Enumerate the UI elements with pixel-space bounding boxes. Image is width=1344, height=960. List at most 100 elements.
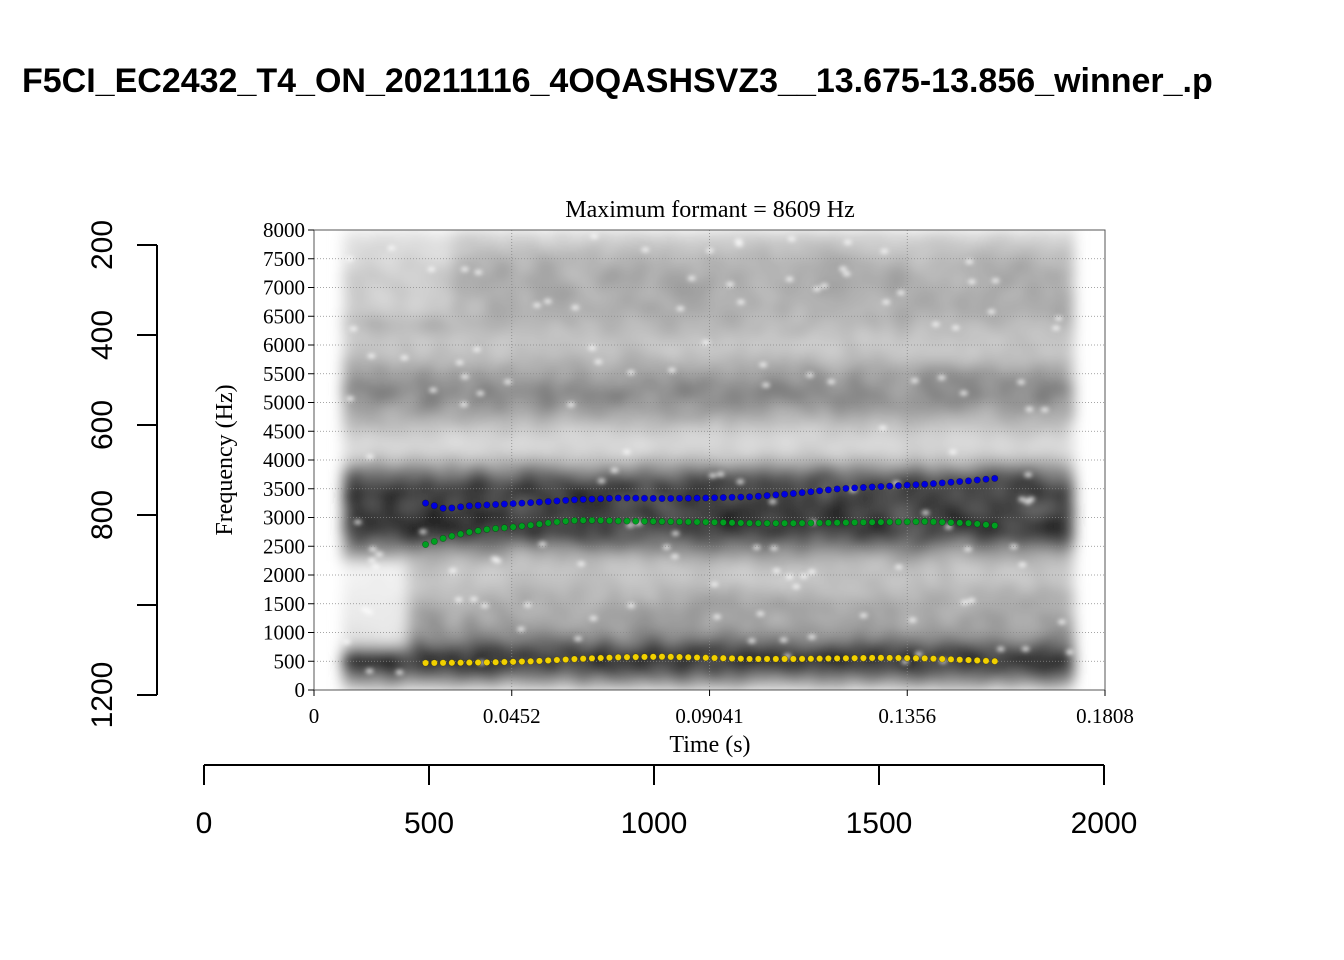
- outer-y-tick-label: 1200: [86, 662, 119, 729]
- formant-point: [912, 654, 920, 662]
- y-axis-label: Frequency (Hz): [212, 384, 238, 535]
- formant-point: [781, 655, 789, 663]
- formant-point: [492, 524, 500, 532]
- formant-point: [728, 654, 736, 662]
- formant-point: [439, 534, 447, 542]
- outer-x-tick-label: 1500: [846, 807, 913, 840]
- formant-point: [789, 489, 797, 497]
- formant-point: [448, 659, 456, 667]
- formant-point: [737, 655, 745, 663]
- formant-point: [929, 518, 937, 526]
- formant-point: [492, 500, 500, 508]
- x-tick-label: 0.0452: [483, 704, 541, 728]
- formant-point: [518, 499, 526, 507]
- formant-point: [570, 517, 578, 525]
- formant-point: [956, 478, 964, 486]
- formant-point: [763, 492, 771, 500]
- formant-point: [763, 519, 771, 527]
- y-tick-label: 3000: [263, 506, 305, 530]
- formant-point: [483, 658, 491, 666]
- y-tick-label: 1000: [263, 621, 305, 645]
- formant-point: [562, 656, 570, 664]
- formant-point: [973, 520, 981, 528]
- formant-point: [553, 518, 561, 526]
- formant-point: [859, 654, 867, 662]
- formant-point: [947, 518, 955, 526]
- formant-point: [527, 521, 535, 529]
- formant-point: [842, 484, 850, 492]
- series-F2: [422, 516, 999, 549]
- formant-point: [544, 656, 552, 664]
- y-tick-label: 500: [274, 649, 306, 673]
- formant-point: [457, 503, 465, 511]
- y-tick-label: 8000: [263, 218, 305, 242]
- formant-point: [859, 518, 867, 526]
- formant-point: [964, 519, 972, 527]
- formant-point: [640, 653, 648, 661]
- outer-y-tick-label: 200: [86, 220, 119, 270]
- series-F3: [422, 474, 999, 512]
- formant-point: [623, 517, 631, 525]
- outer-x-tick-label: 500: [404, 807, 454, 840]
- formant-point: [886, 518, 894, 526]
- formant-point: [693, 518, 701, 526]
- y-tick-label: 6500: [263, 304, 305, 328]
- formant-point: [877, 483, 885, 491]
- formant-point: [781, 519, 789, 527]
- formant-point: [789, 655, 797, 663]
- formant-point: [982, 657, 990, 665]
- formant-point: [886, 654, 894, 662]
- series-F1: [422, 653, 999, 667]
- formant-point: [781, 490, 789, 498]
- formant-point: [894, 654, 902, 662]
- formant-point: [605, 494, 613, 502]
- formant-point: [921, 480, 929, 488]
- formant-point: [658, 494, 666, 502]
- formant-point: [500, 524, 508, 532]
- formant-point: [518, 522, 526, 530]
- formant-point: [754, 655, 762, 663]
- formant-point: [597, 654, 605, 662]
- formant-point: [719, 654, 727, 662]
- formant-point: [492, 658, 500, 666]
- outer-x-axis: [203, 764, 1105, 785]
- formant-point: [754, 519, 762, 527]
- formant-point: [676, 653, 684, 661]
- formant-point: [991, 522, 999, 530]
- formant-point: [816, 519, 824, 527]
- y-tick-label: 6000: [263, 333, 305, 357]
- formant-point: [816, 655, 824, 663]
- formant-point: [649, 494, 657, 502]
- formant-point: [430, 537, 438, 545]
- formant-point: [807, 488, 815, 496]
- formant-point: [623, 653, 631, 661]
- formant-point: [868, 483, 876, 491]
- formant-point: [833, 485, 841, 493]
- formant-point: [929, 480, 937, 488]
- formant-point: [833, 519, 841, 527]
- plot-area: [314, 230, 1105, 690]
- formant-point: [921, 518, 929, 526]
- inner-x-axis: 0 0.0452 0.09041 0.1356 0.1808: [309, 690, 1134, 728]
- formant-point: [597, 495, 605, 503]
- formant-point: [851, 518, 859, 526]
- formant-point: [483, 501, 491, 509]
- formant-point: [483, 525, 491, 533]
- formant-point: [649, 517, 657, 525]
- y-tick-label: 2000: [263, 563, 305, 587]
- formant-point: [448, 504, 456, 512]
- y-tick-label: 4000: [263, 448, 305, 472]
- formant-point: [509, 523, 517, 531]
- formant-point: [518, 658, 526, 666]
- formant-point: [746, 655, 754, 663]
- formant-point: [877, 654, 885, 662]
- formant-point: [912, 481, 920, 489]
- formant-point: [422, 541, 430, 549]
- formant-point: [798, 519, 806, 527]
- formant-point: [956, 519, 964, 527]
- formant-point: [500, 500, 508, 508]
- formant-point: [553, 497, 561, 505]
- formant-point: [851, 484, 859, 492]
- x-tick-label: 0.1356: [878, 704, 936, 728]
